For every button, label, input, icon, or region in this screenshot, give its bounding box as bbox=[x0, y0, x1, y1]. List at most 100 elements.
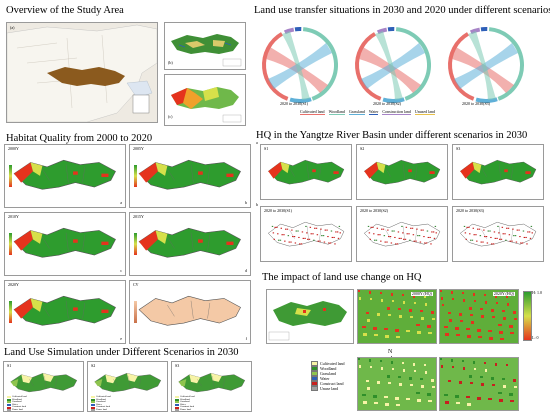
land-legend-swatch bbox=[311, 381, 318, 386]
scenario-row-tag: a bbox=[256, 140, 258, 145]
impact-map-2020: 2020Y (HQ) bbox=[439, 289, 519, 344]
mini-legend-item: Woodland bbox=[175, 397, 195, 402]
simulation-label: S3 bbox=[175, 363, 180, 368]
landuse-zoom-2000 bbox=[357, 357, 437, 411]
chord-diagram bbox=[262, 27, 338, 103]
mini-legend-swatch bbox=[91, 398, 95, 401]
impact-map-2000-graphic bbox=[358, 290, 435, 338]
chord-legend-item: Woodland bbox=[328, 109, 345, 115]
mini-legend-item: Cultivated land bbox=[7, 395, 27, 399]
simulation-map: S1 Cultivated land Woodland Grassland Water C… bbox=[3, 361, 84, 412]
mini-legend-swatch bbox=[91, 396, 95, 399]
land-legend-item: Cultivated land bbox=[311, 361, 345, 366]
mini-legend-swatch bbox=[7, 398, 11, 401]
overview-map-a-graphic bbox=[7, 23, 157, 122]
landuse-zoom-2020 bbox=[439, 357, 519, 411]
mini-legend-swatch bbox=[175, 398, 179, 401]
chord-caption-s1: 2020 to 2030(S1) bbox=[280, 101, 308, 106]
land-legend-swatch bbox=[311, 386, 318, 391]
basin-map-graphic bbox=[138, 227, 241, 258]
mini-legend-label: Woodland bbox=[96, 397, 106, 401]
impact-map-2000: 2000Y (HQ) bbox=[357, 289, 437, 344]
basin-map-graphic bbox=[267, 159, 345, 185]
hq-color-scale bbox=[523, 291, 532, 341]
simulation-map: S2 Cultivated land Woodland Grassland Water C… bbox=[87, 361, 168, 412]
landuse-zoom-2000-graphic bbox=[358, 358, 435, 406]
mini-legend-swatch bbox=[175, 406, 179, 409]
basin-map-graphic bbox=[13, 227, 116, 258]
mini-legend-swatch bbox=[175, 409, 179, 411]
mini-legend-label: Cultivated land bbox=[180, 395, 195, 399]
chord-legend-item: Cultivated land bbox=[300, 109, 325, 115]
land-legend-swatch bbox=[311, 371, 318, 376]
basin-map-graphic bbox=[267, 221, 345, 247]
hq-scenario-map: S3 bbox=[452, 144, 544, 200]
section-title-transfer: Land use transfer situations in 2030 and… bbox=[254, 5, 550, 16]
scenario-map-label: 2020 to 2030(S2) bbox=[360, 208, 388, 213]
hq-year-map: 2000Y a bbox=[4, 144, 126, 208]
land-legend-item: Construct land bbox=[311, 381, 345, 386]
mini-legend-label: Unuse land bbox=[96, 408, 107, 412]
overview-map-b: (b) bbox=[164, 22, 246, 70]
basin-map-graphic bbox=[138, 159, 241, 190]
basin-map-graphic bbox=[13, 295, 116, 326]
mini-legend-label: Grassland bbox=[12, 400, 22, 404]
hq-year-map: 2020Y e bbox=[4, 280, 126, 344]
hq-year-map: 2015Y d bbox=[129, 212, 251, 276]
mini-legend-label: Woodland bbox=[180, 397, 190, 401]
chord-caption-s2: 2020 to 2030(S2) bbox=[373, 101, 401, 106]
land-legend-label: Woodland bbox=[320, 365, 337, 371]
chord-caption-s3: 2020 to 2030(S3) bbox=[462, 101, 490, 106]
hq-color-ramp bbox=[9, 301, 12, 323]
mini-legend-item: Woodland bbox=[91, 397, 111, 402]
basin-map-graphic bbox=[178, 373, 246, 393]
mini-legend-label: Water bbox=[180, 402, 186, 406]
simulation-mini-legend: Cultivated land Woodland Grassland Water Con… bbox=[91, 395, 111, 412]
mini-legend-label: Construct land bbox=[12, 405, 27, 409]
overview-map-b-graphic bbox=[171, 34, 242, 67]
hq-year-label: 2015Y bbox=[133, 214, 144, 219]
impact-map-2020-graphic bbox=[440, 290, 517, 340]
land-legend-label: Grassland bbox=[320, 370, 336, 376]
hq-panel-tag: b bbox=[245, 200, 247, 205]
simulation-label: S1 bbox=[7, 363, 12, 368]
hq-panel-tag: c bbox=[120, 268, 122, 273]
chord-legend-item: Water bbox=[368, 109, 379, 115]
land-legend-item: Woodland bbox=[311, 366, 345, 371]
mini-legend-label: Grassland bbox=[96, 400, 106, 404]
section-title-hq-scenarios: HQ in the Yangtze River Basin under diff… bbox=[256, 130, 528, 141]
mini-legend-item: Construct land bbox=[175, 406, 195, 409]
simulation-mini-legend: Cultivated land Woodland Grassland Water Con… bbox=[7, 395, 27, 411]
impact-overview-graphic bbox=[268, 301, 347, 341]
scenario-map-label: S1 bbox=[264, 146, 269, 151]
land-legend-label: Water bbox=[320, 375, 330, 381]
basin-map-graphic bbox=[459, 221, 537, 247]
simulation-map: S3 Cultivated land Woodland Grassland Water C… bbox=[171, 361, 252, 412]
land-legend-item: Grassland bbox=[311, 371, 345, 376]
mini-legend-swatch bbox=[7, 396, 11, 399]
basin-map-graphic bbox=[10, 373, 78, 393]
mini-legend-item: Cultivated land bbox=[175, 395, 195, 399]
basin-map-graphic bbox=[94, 373, 162, 393]
hq-year-map: 2010Y c bbox=[4, 212, 126, 276]
hq-color-ramp bbox=[134, 233, 137, 255]
overview-panel-label: (a) bbox=[10, 25, 15, 30]
mini-legend-item: Grassland bbox=[175, 400, 195, 404]
simulation-grid: S1 Cultivated land Woodland Grassland Water C… bbox=[3, 361, 255, 413]
land-use-legend: Cultivated land Woodland Grassland Water Con… bbox=[311, 361, 345, 391]
hq-scale-high: H: 1.0 bbox=[532, 290, 542, 295]
land-legend-item: Unuse land bbox=[311, 386, 345, 391]
hq-scale-low: L: 0 bbox=[532, 335, 539, 340]
hq-scenario-map: S1 bbox=[260, 144, 352, 200]
scenario-map-label: 2020 to 2030(S1) bbox=[264, 208, 292, 213]
basin-map-graphic bbox=[363, 221, 441, 247]
mini-legend-swatch bbox=[91, 409, 95, 411]
hq-change-map: 2020 to 2030(S1) bbox=[260, 206, 352, 262]
overview-panel-label: (b) bbox=[168, 60, 173, 65]
mini-legend-swatch bbox=[175, 396, 179, 399]
mini-legend-label: Woodland bbox=[12, 397, 22, 401]
hq-scenario-map: S2 bbox=[356, 144, 448, 200]
hq-change-map: 2020 to 2030(S3) bbox=[452, 206, 544, 262]
hq-year-map: CV f bbox=[129, 280, 251, 344]
basin-map-graphic bbox=[138, 295, 241, 326]
